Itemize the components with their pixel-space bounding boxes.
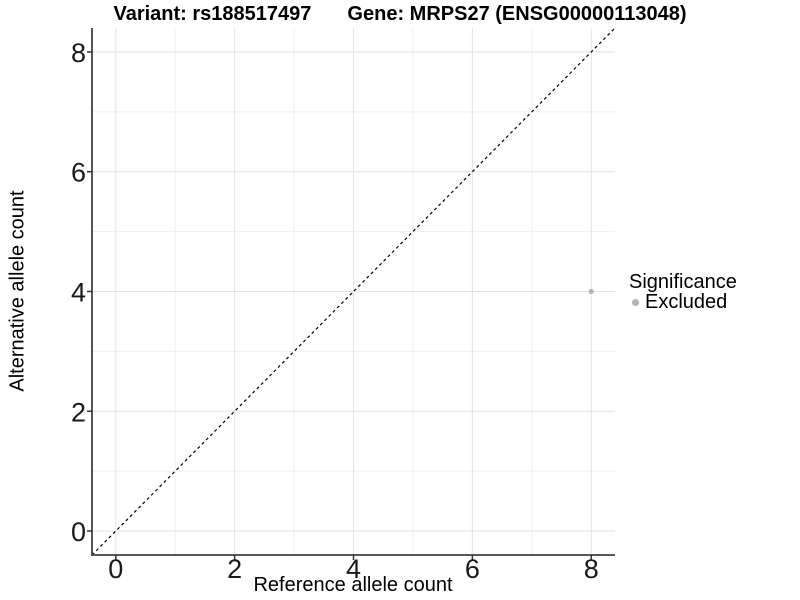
title-gene: Gene: MRPS27 (ENSG00000113048) (347, 3, 687, 25)
legend-item-excluded: Excluded (629, 292, 737, 312)
legend-item-label: Excluded (645, 291, 728, 313)
x-tick-label: 2 (227, 554, 242, 584)
legend-title: Significance (629, 271, 737, 293)
data-point (588, 288, 594, 295)
x-tick-label: 0 (108, 554, 123, 584)
x-axis-title: Reference allele count (253, 574, 453, 596)
y-tick-label: 2 (71, 397, 86, 427)
title-variant: Variant: rs188517497 (113, 3, 312, 25)
identity-dashed-line (91, 27, 616, 556)
x-tick-label: 8 (584, 554, 599, 584)
y-tick-label: 0 (71, 517, 86, 547)
legend: Significance Excluded (629, 272, 737, 312)
y-axis-title: Alternative allele count (6, 190, 29, 392)
y-tick-label: 8 (71, 38, 86, 68)
x-tick-label: 4 (346, 554, 361, 584)
y-tick-label: 4 (71, 278, 86, 308)
plot-title-row: Variant: rs188517497 Gene: MRPS27 (ENSG0… (0, 3, 800, 25)
y-tick-label: 6 (71, 158, 86, 188)
excluded-point-icon (632, 298, 639, 306)
x-tick-label: 6 (465, 554, 480, 584)
